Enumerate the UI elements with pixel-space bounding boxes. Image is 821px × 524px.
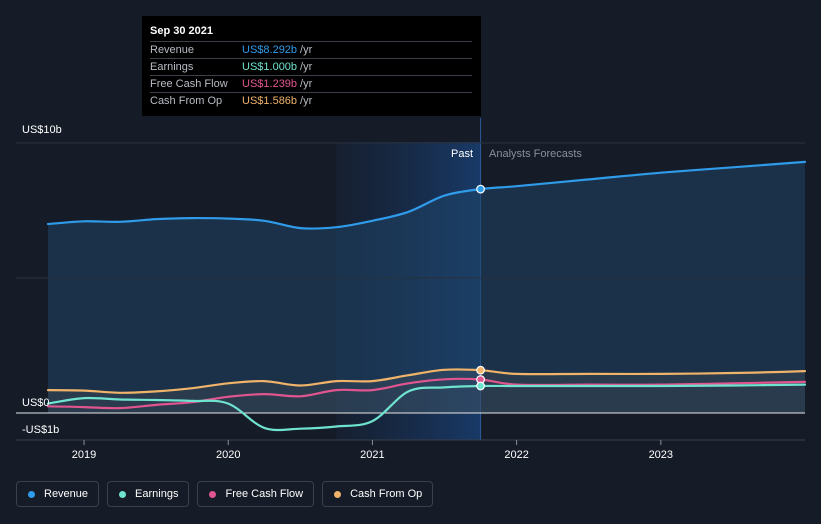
series-line-free-cash-flow bbox=[46, 377, 807, 410]
x-tick-label-2020: 2020 bbox=[216, 449, 240, 461]
tooltip-unit: /yr bbox=[300, 78, 313, 90]
legend-label: Cash From Op bbox=[350, 488, 423, 500]
series-line-earnings bbox=[46, 383, 807, 432]
past-label: Past bbox=[451, 148, 473, 160]
legend-dot-icon bbox=[119, 490, 127, 498]
series-line-cash-from-op bbox=[46, 368, 807, 394]
legend-item-cash-from-op[interactable]: Cash From Op bbox=[322, 481, 434, 507]
tooltip-row-earnings: Earnings US$1.000b /yr bbox=[150, 58, 472, 75]
x-tick-label-2023: 2023 bbox=[649, 449, 673, 461]
tooltip-label: Earnings bbox=[150, 61, 194, 73]
marker-earnings[interactable] bbox=[476, 381, 485, 391]
forecast-label: Analysts Forecasts bbox=[489, 148, 582, 160]
tooltip-unit: /yr bbox=[300, 61, 313, 73]
marker-cash-from-op[interactable] bbox=[476, 365, 485, 375]
x-tick-label-2022: 2022 bbox=[504, 449, 528, 461]
legend-item-earnings[interactable]: Earnings bbox=[107, 481, 190, 507]
series-line-revenue bbox=[46, 160, 807, 230]
tooltip-label: Revenue bbox=[150, 44, 195, 56]
tooltip-label: Cash From Op bbox=[150, 95, 223, 107]
legend-dot-icon bbox=[28, 490, 35, 498]
legend-dot-icon bbox=[334, 490, 342, 498]
legend-label: Revenue bbox=[44, 488, 89, 500]
series-area-revenue bbox=[48, 161, 805, 413]
legend: Revenue Earnings Free Cash Flow Cash Fro… bbox=[16, 481, 434, 507]
tooltip-date: Sep 30 2021 bbox=[150, 25, 213, 37]
tooltip-row-free-cash-flow: Free Cash Flow US$1.239b /yr bbox=[150, 75, 472, 92]
tooltip-value: US$1.000b bbox=[242, 61, 298, 73]
tooltip-value: US$1.239b bbox=[242, 78, 298, 90]
tooltip-unit: /yr bbox=[300, 95, 313, 107]
tooltip-row-revenue: Revenue US$8.292b /yr bbox=[150, 41, 472, 58]
x-tick-label-2021: 2021 bbox=[360, 449, 384, 461]
x-tick-label-2019: 2019 bbox=[72, 449, 96, 461]
tooltip-value: US$1.586b bbox=[242, 95, 298, 107]
tooltip-row-cash-from-op: Cash From Op US$1.586b /yr bbox=[150, 92, 472, 109]
y-tick-label-0: US$0 bbox=[22, 397, 50, 409]
legend-dot-icon bbox=[209, 490, 217, 498]
tooltip: Sep 30 2021 Revenue US$8.292b /yr Earnin… bbox=[142, 16, 481, 116]
legend-item-free-cash-flow[interactable]: Free Cash Flow bbox=[197, 481, 315, 507]
y-tick-label-10b: US$10b bbox=[22, 124, 62, 136]
y-tick-label-neg1b: -US$1b bbox=[22, 424, 59, 436]
marker-revenue[interactable] bbox=[476, 184, 485, 194]
tooltip-unit: /yr bbox=[300, 44, 313, 56]
tooltip-label: Free Cash Flow bbox=[150, 78, 228, 90]
tooltip-value: US$8.292b bbox=[242, 44, 298, 56]
legend-label: Earnings bbox=[135, 488, 179, 500]
series-area-cash-from-op bbox=[48, 369, 805, 413]
legend-item-revenue[interactable]: Revenue bbox=[16, 481, 100, 507]
legend-label: Free Cash Flow bbox=[225, 488, 304, 500]
